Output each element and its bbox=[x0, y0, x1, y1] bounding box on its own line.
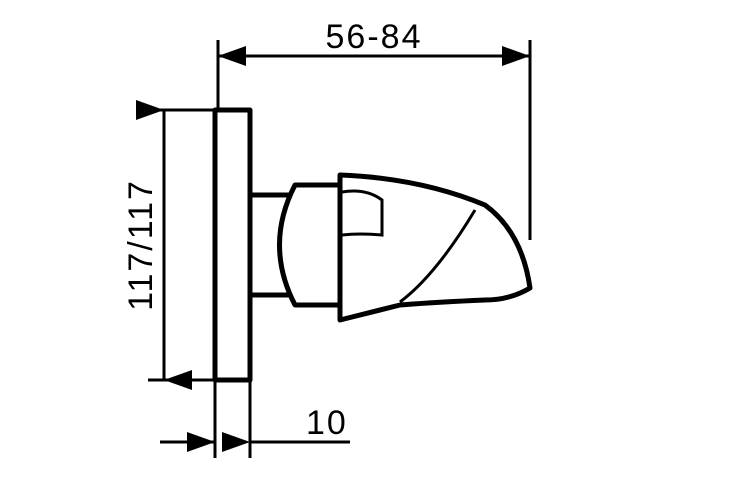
wall-plate bbox=[215, 110, 250, 380]
technical-drawing: 56-84 117/117 10 bbox=[0, 0, 750, 500]
lever-handle bbox=[340, 175, 530, 320]
mixer-side-view bbox=[215, 110, 530, 380]
dim-height-label: 117/117 bbox=[122, 179, 160, 311]
dim-thickness: 10 bbox=[160, 380, 350, 458]
dim-height: 117/117 bbox=[122, 110, 215, 380]
dim-thickness-label: 10 bbox=[306, 404, 348, 442]
dim-depth-label: 56-84 bbox=[326, 18, 423, 56]
hub-front bbox=[280, 185, 341, 305]
